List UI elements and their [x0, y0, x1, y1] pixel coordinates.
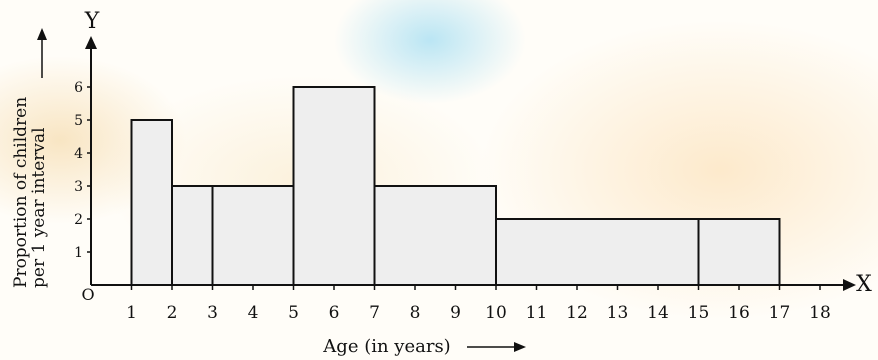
x-tick-label-7: 7 — [369, 303, 380, 323]
y-tick-label-4: 4 — [74, 146, 83, 162]
x-axis-label: Age (in years) — [322, 336, 450, 357]
x-tick-label-10: 10 — [485, 303, 507, 323]
x-tick-label-17: 17 — [769, 303, 791, 323]
x-axis-label-arrow — [467, 342, 526, 352]
x-tick-label-13: 13 — [607, 303, 629, 323]
x-tick-label-3: 3 — [207, 303, 218, 323]
y-axis-arrowhead — [85, 36, 97, 49]
y-axis-label-group: Proportion of children per 1 year interv… — [11, 97, 49, 288]
x-tick-label-8: 8 — [410, 303, 421, 323]
bar-5-7 — [292, 86, 376, 286]
y-tick-label-5: 5 — [74, 113, 83, 129]
bar-3-5 — [211, 185, 295, 286]
bar-7-10 — [373, 185, 497, 286]
x-tick-label-18: 18 — [809, 303, 831, 323]
y-tick-label-1: 1 — [74, 245, 83, 261]
y-axis-label-line1: Proportion of children — [11, 97, 31, 288]
x-tick-label-14: 14 — [647, 303, 669, 323]
bar-1-2 — [130, 119, 173, 286]
x-tick-label-12: 12 — [566, 303, 588, 323]
y-tick-label-6: 6 — [74, 80, 83, 96]
x-tick-label-11: 11 — [526, 303, 548, 323]
origin-label: O — [81, 285, 94, 304]
x-tick-label-6: 6 — [329, 303, 340, 323]
y-axis-letter: Y — [84, 9, 100, 34]
x-axis-arrowhead — [843, 279, 856, 291]
y-tick-label-3: 3 — [74, 179, 83, 195]
x-tick-label-5: 5 — [288, 303, 299, 323]
x-tick-label-2: 2 — [167, 303, 178, 323]
y-tick-label-2: 2 — [74, 212, 83, 228]
x-tick-label-1: 1 — [126, 303, 137, 323]
x-tick-label-15: 15 — [688, 303, 710, 323]
y-axis-label-arrow — [37, 28, 47, 78]
x-tick-label-4: 4 — [248, 303, 259, 323]
bar-10-15 — [495, 218, 700, 286]
x-axis-letter: X — [856, 272, 872, 297]
y-axis-label-line2: per 1 year interval — [29, 127, 49, 288]
x-tick-label-9: 9 — [450, 303, 461, 323]
bar-15-17 — [697, 218, 781, 286]
bars-group — [130, 86, 781, 286]
bar-2-3 — [171, 185, 214, 286]
x-tick-label-16: 16 — [728, 303, 750, 323]
